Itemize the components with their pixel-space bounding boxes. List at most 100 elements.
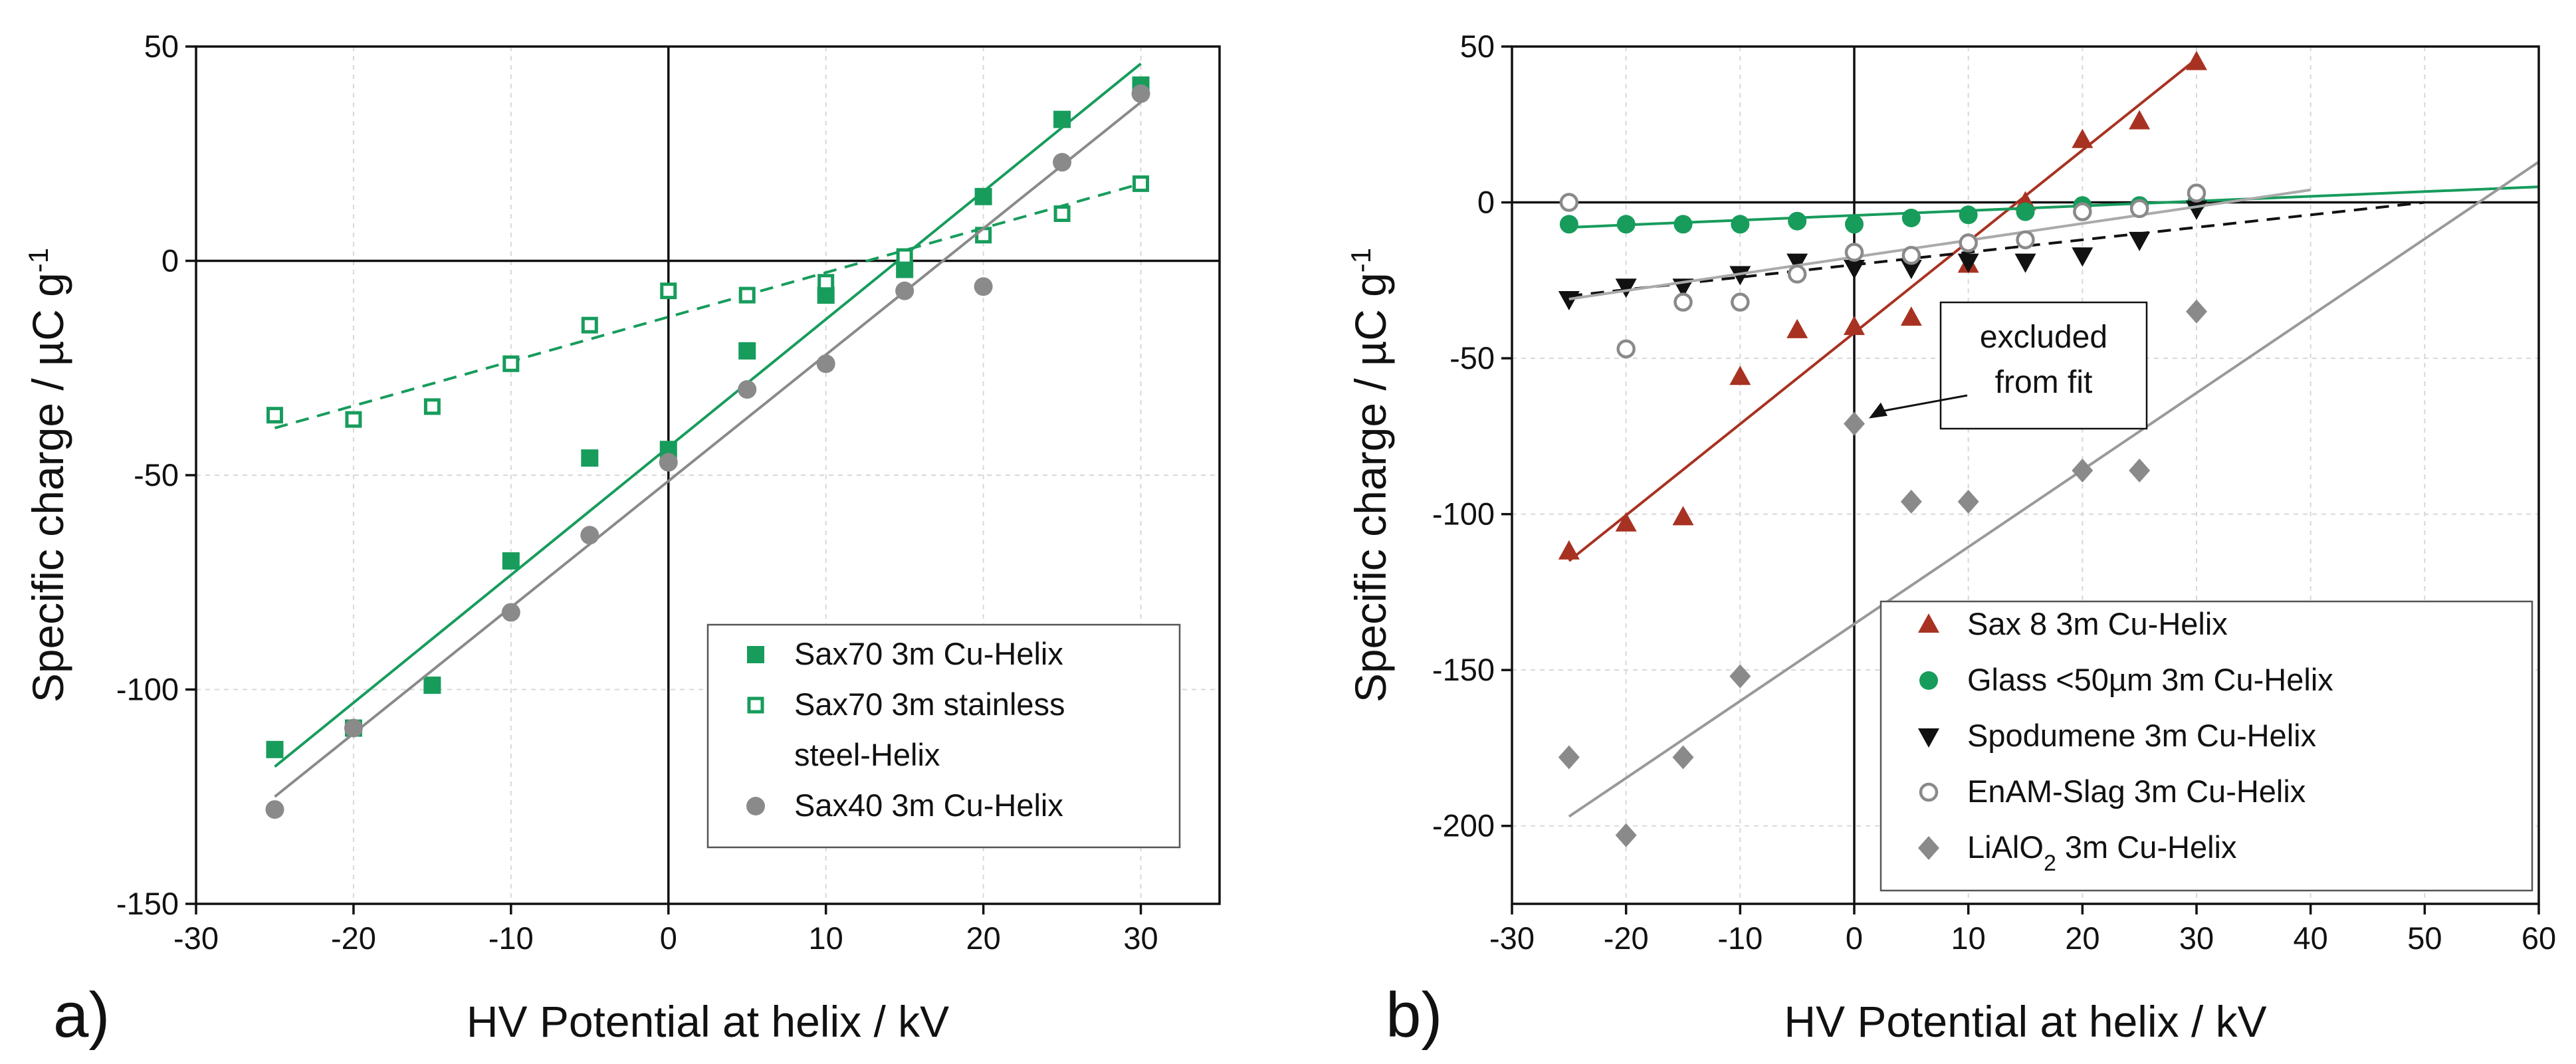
data-point [1672, 506, 1694, 526]
data-point [1673, 292, 1693, 312]
series-sax40-3m-cu-helix [265, 84, 1150, 819]
data-point [1053, 205, 1071, 223]
tick-label-y: -150 [116, 886, 179, 921]
plot-frame [1511, 45, 2540, 905]
tick-label-x: 30 [1123, 920, 1158, 956]
data-point [423, 677, 441, 694]
data-point [1729, 266, 1751, 286]
data-point [581, 449, 599, 467]
tick-label-y: -100 [116, 672, 179, 707]
data-point [1558, 540, 1580, 560]
tick-label-y: 0 [161, 243, 179, 278]
tick-label-y: -100 [1432, 496, 1495, 532]
tick-label-y: -150 [1432, 652, 1495, 687]
annotation-arrowhead [1869, 402, 1887, 419]
tick-label-x: -10 [488, 920, 534, 956]
data-point [2186, 200, 2207, 220]
tick-label-y: -200 [1432, 808, 1495, 843]
legend-label: Sax70 3m stainless [794, 687, 1065, 722]
data-point [423, 398, 441, 415]
tick-label-x: 60 [2522, 920, 2556, 956]
annotation: excluded from fit [1869, 301, 2148, 430]
legend-box [706, 623, 1181, 849]
legend-suffix: 3m Cu-Helix [2056, 829, 2237, 865]
legend-marker [747, 646, 764, 663]
data-point [2073, 202, 2092, 221]
data-point [2016, 230, 2035, 250]
data-point [1673, 215, 1693, 234]
data-point [2016, 202, 2035, 221]
fit-line-lialo2-3m-cu-helix [1568, 160, 2540, 818]
legend-label: Sax 8 3m Cu-Helix [1967, 606, 2228, 641]
data-point [580, 526, 599, 545]
legend-marker [1918, 836, 1939, 860]
tick-label-x: -20 [331, 920, 376, 956]
data-point [1845, 215, 1864, 234]
data-point [2129, 231, 2151, 251]
series-glass-50-m-3m-cu-helix [1559, 185, 2539, 234]
annotation-text: from fit [1995, 365, 2093, 400]
data-point [1615, 512, 1637, 532]
data-point [1672, 745, 1694, 770]
data-point [1959, 233, 1978, 253]
tick-label-y: -50 [134, 457, 179, 492]
data-point [2187, 183, 2206, 203]
data-point [816, 354, 835, 373]
data-point [266, 407, 283, 424]
fit-line-sax40-3m-cu-helix [274, 101, 1142, 798]
tick-label-y: 0 [1477, 185, 1495, 220]
legend-label: Spodumene 3m Cu-Helix [1967, 718, 2316, 753]
tick-label-x: 30 [2179, 920, 2214, 956]
series-sax70-3m-stainless-steel-helix [266, 175, 1150, 429]
data-point [1559, 215, 1578, 234]
data-point [1788, 211, 1807, 231]
legend: Sax 8 3m Cu-Helix Glass <50µm 3m Cu-Helix… [1879, 600, 2533, 892]
data-point [659, 453, 678, 472]
data-point [817, 274, 835, 291]
data-point [1787, 265, 1807, 284]
tick-label-x: -30 [1489, 920, 1535, 956]
legend-label: steel-Helix [794, 737, 940, 772]
data-point [502, 355, 520, 372]
data-point [1729, 366, 1751, 385]
y-axis-label-exponent: -1 [23, 248, 54, 272]
fit-line-sax-8-3m-cu-helix [1568, 58, 2198, 562]
data-point [2129, 110, 2151, 130]
legend: Sax70 3m Cu-Helix Sax70 3m stainless steel… [706, 623, 1181, 849]
annotation-arrow [1878, 394, 1968, 413]
y-axis-label: Specific charge / µC g-1 [23, 248, 73, 702]
data-point [1901, 246, 1921, 265]
fit-line-sax70-3m-stainless-steel-helix [274, 182, 1142, 429]
panel-label: a) [53, 980, 110, 1051]
tick-label-y: 50 [1460, 29, 1495, 64]
data-point [1731, 215, 1750, 234]
legend-marker [1919, 782, 1939, 802]
legend-marker [1918, 728, 1939, 748]
data-point [1844, 243, 1864, 262]
panel-label: b) [1386, 980, 1442, 1051]
fit-line-sax70-3m-cu-helix [274, 62, 1142, 768]
data-point [975, 227, 992, 244]
data-point [1900, 260, 1922, 280]
data-point [2186, 299, 2207, 324]
data-point [1615, 278, 1637, 298]
tick-label-x: 40 [2294, 920, 2328, 956]
annotation-text: excluded [1980, 320, 2107, 355]
data-point [2186, 51, 2207, 70]
data-point [345, 411, 362, 428]
data-point [1731, 292, 1750, 312]
data-point [895, 281, 914, 300]
data-point [2129, 199, 2149, 219]
data-point [344, 718, 363, 738]
data-point [1558, 745, 1580, 770]
data-point [1844, 411, 1865, 436]
series-enam-slag-3m-cu-helix [1559, 183, 2311, 359]
legend-label: Sax40 3m Cu-Helix [794, 788, 1063, 823]
data-point [501, 603, 520, 622]
legend-subscript: 2 [2044, 851, 2056, 876]
legend-marker [746, 797, 765, 815]
